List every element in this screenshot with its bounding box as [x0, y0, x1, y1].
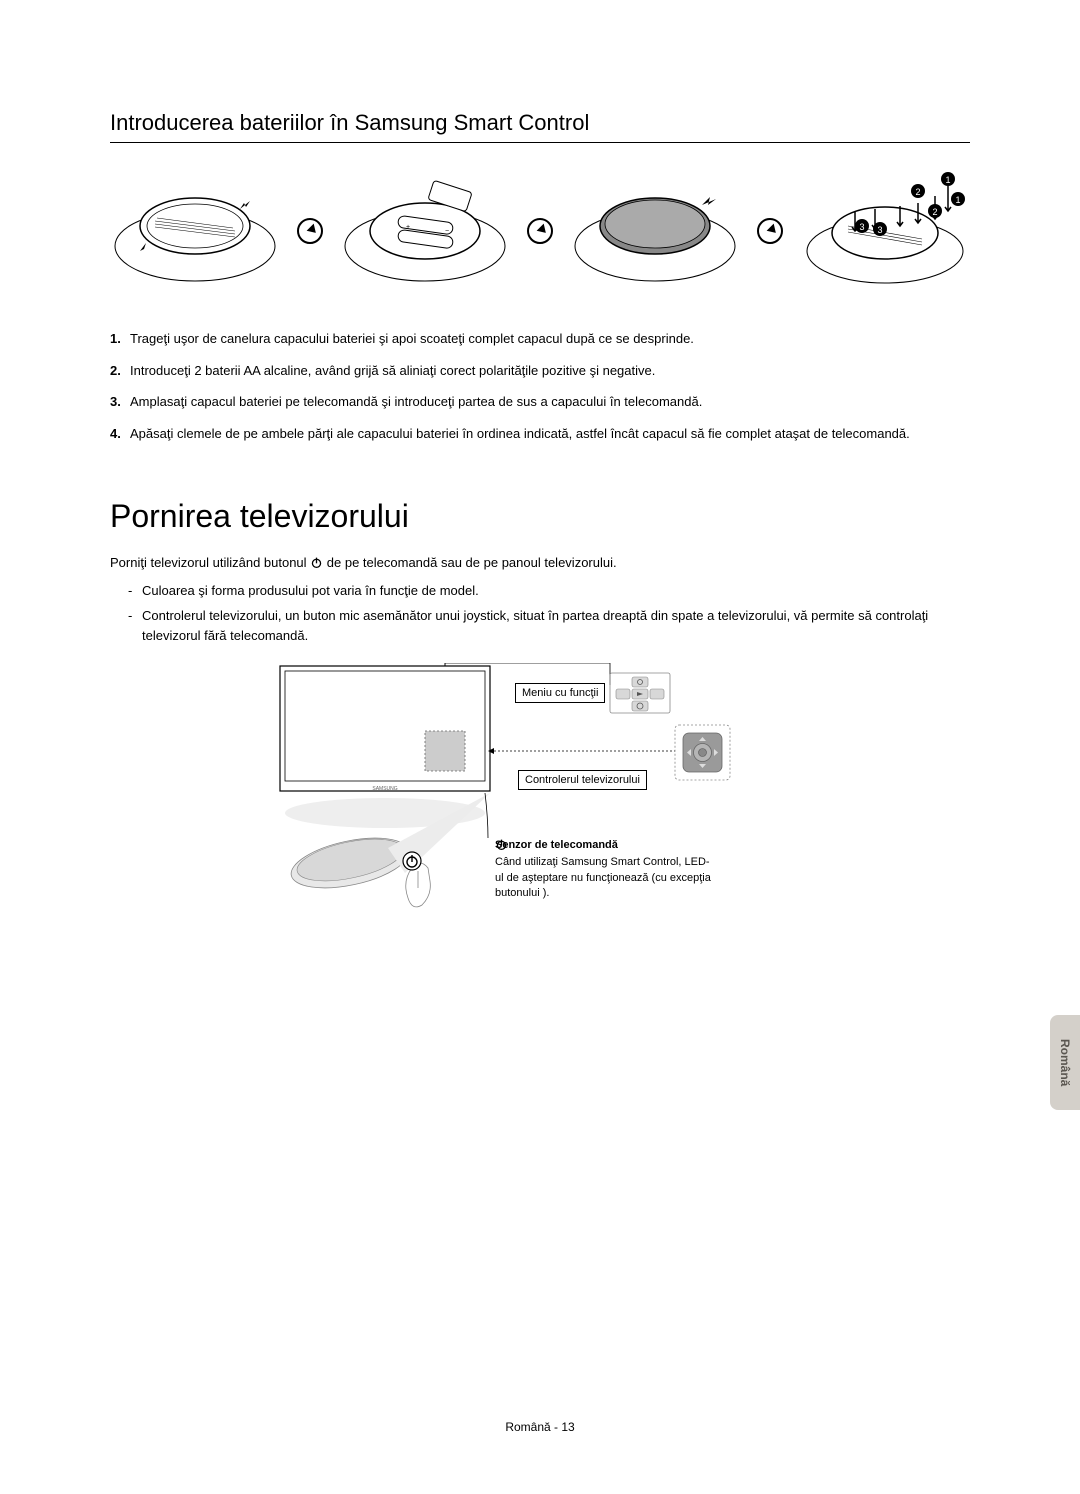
controller-label: Controlerul televizorului [518, 770, 647, 790]
svg-text:3: 3 [877, 225, 882, 235]
svg-text:1: 1 [945, 175, 950, 185]
svg-text:3: 3 [859, 222, 864, 232]
notes-list: Culoarea şi forma produsului pot varia î… [110, 581, 970, 646]
step-item: Trageţi uşor de canelura capacului bater… [110, 329, 970, 349]
note-item: Culoarea şi forma produsului pot varia î… [110, 581, 970, 601]
svg-text:1: 1 [955, 195, 960, 205]
svg-text:2: 2 [932, 207, 937, 217]
battery-panel-3 [570, 171, 740, 291]
tv-on-heading: Pornirea televizorului [110, 498, 970, 535]
step-item: Amplasaţi capacul bateriei pe telecomand… [110, 392, 970, 412]
step-item: Apăsaţi clemele de pe ambele părţi ale c… [110, 424, 970, 444]
power-icon [495, 838, 508, 851]
step-arrow-icon [297, 218, 323, 244]
sensor-text-after: ). [543, 887, 550, 899]
intro-paragraph: Porniţi televizorul utilizând butonul de… [110, 553, 970, 573]
sensor-text-before: Când utilizaţi Samsung Smart Control, LE… [495, 856, 711, 899]
step-arrow-icon [527, 218, 553, 244]
page-footer: Română - 13 [0, 1420, 1080, 1434]
battery-steps-list: Trageţi uşor de canelura capacului bater… [110, 329, 970, 443]
battery-panel-1 [110, 171, 280, 291]
intro-text-before: Porniţi televizorul utilizând butonul [110, 555, 310, 570]
battery-install-graphic: + − [110, 161, 970, 301]
svg-text:2: 2 [915, 187, 920, 197]
tv-diagram: SAMSUNG [270, 663, 810, 933]
battery-section-heading: Introducerea bateriilor în Samsung Smart… [110, 110, 970, 143]
sensor-heading: Senzor de telecomandă [495, 838, 715, 853]
step-item: Introduceţi 2 baterii AA alcaline, având… [110, 361, 970, 381]
sensor-text-block: Senzor de telecomandă Când utilizaţi Sam… [495, 838, 715, 902]
step-arrow-icon [757, 218, 783, 244]
language-tab: Română [1050, 1015, 1080, 1110]
battery-panel-2: + − [340, 171, 510, 291]
menu-label: Meniu cu funcţii [515, 683, 605, 703]
battery-panel-4: 1 2 1 2 3 3 [800, 171, 970, 291]
svg-text:SAMSUNG: SAMSUNG [372, 786, 397, 792]
power-icon [310, 556, 323, 569]
language-tab-label: Română [1058, 1039, 1072, 1086]
intro-text-after: de pe telecomandă sau de pe panoul telev… [323, 555, 616, 570]
svg-text:−: − [445, 228, 449, 235]
note-item: Controlerul televizorului, un buton mic … [110, 606, 970, 645]
svg-text:+: + [406, 224, 410, 231]
